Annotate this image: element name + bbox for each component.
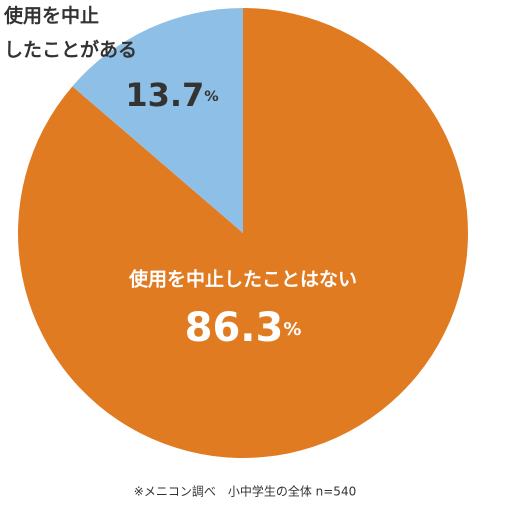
pie-slice [72,8,244,233]
slice-label: 使用を中止したことはない [128,268,357,291]
slice-label: 使用を中止したことがある [3,4,137,61]
footnote: ※メニコン調べ 小中学生の全体 n=540 [134,484,356,499]
value-label: 86.3% [185,305,302,351]
value-label: 13.7% [125,76,218,114]
